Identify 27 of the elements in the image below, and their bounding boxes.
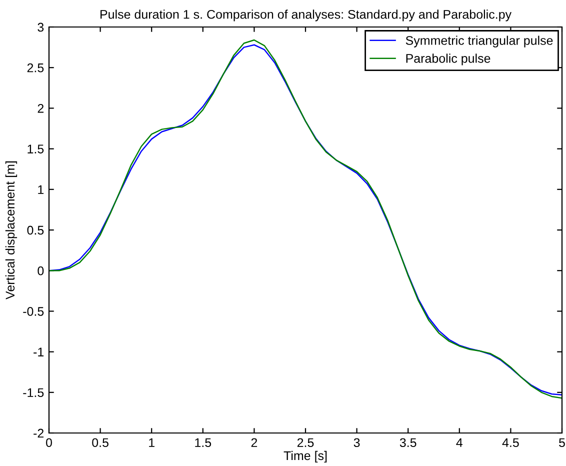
- x-tick-label: 4.5: [502, 438, 519, 448]
- y-tick-label: 2: [38, 104, 44, 113]
- legend-label: Symmetric triangular pulse: [406, 36, 553, 48]
- x-tick-label: 2.5: [297, 438, 314, 448]
- y-tick-label: 2.5: [27, 63, 44, 72]
- y-tick-label: 0.5: [27, 226, 44, 235]
- y-tick-label: -1: [34, 348, 44, 356]
- y-tick-label: 0: [38, 266, 44, 276]
- y-axis-title: Vertical displacement [m]: [5, 161, 18, 300]
- x-tick-label: 4: [456, 438, 463, 447]
- x-tick-label: 1: [149, 438, 154, 447]
- x-tick-label: 3: [354, 438, 360, 448]
- x-tick-label: 1.5: [195, 438, 212, 448]
- legend-label: Parabolic pulse: [406, 54, 490, 66]
- y-tick-label: -0.5: [23, 307, 44, 316]
- y-tick-label: -2: [34, 428, 44, 438]
- x-tick-label: 5: [559, 438, 565, 448]
- y-tick-label: 1.5: [28, 144, 44, 154]
- chart-title: Pulse duration 1 s. Comparison of analyses: Standard.py and Parabolic.py: [100, 10, 512, 22]
- x-tick-label: 2: [251, 438, 258, 447]
- x-axis-title: Time [s]: [284, 450, 327, 463]
- x-tick-label: 3.5: [400, 438, 416, 448]
- x-tick-label: 0.5: [92, 438, 108, 448]
- y-tick-label: 1: [38, 185, 44, 194]
- x-tick-label: 0: [46, 438, 52, 448]
- y-tick-label: -1.5: [23, 388, 44, 398]
- y-tick-label: 3: [38, 22, 44, 32]
